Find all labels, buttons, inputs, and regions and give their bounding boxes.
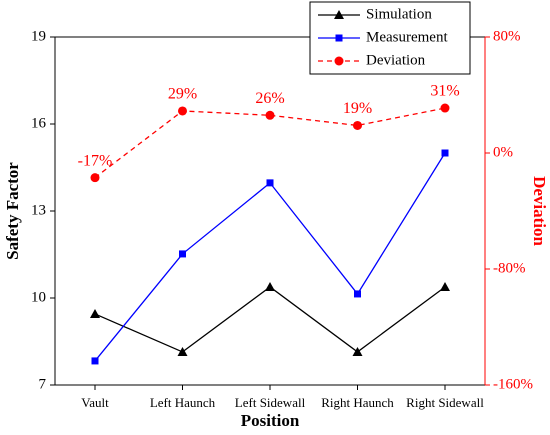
marker: [353, 120, 362, 130]
marker: [90, 173, 100, 183]
data-label: 26%: [255, 90, 284, 107]
marker: [265, 110, 275, 120]
y-tick-label: 13: [31, 202, 46, 218]
marker: [335, 34, 343, 42]
y2-tick-label: 0%: [493, 144, 513, 160]
x-axis-label: Position: [241, 411, 300, 430]
marker: [440, 103, 450, 113]
y2-tick-label: 80%: [493, 28, 521, 44]
marker: [441, 149, 449, 157]
data-label: 29%: [168, 86, 197, 103]
y-tick-label: 10: [31, 289, 46, 305]
x-tick-label: Right Haunch: [321, 395, 394, 410]
legend-label: Simulation: [366, 6, 432, 22]
marker: [265, 281, 275, 291]
y-tick-label: 19: [31, 28, 46, 44]
x-tick-label: Vault: [81, 395, 109, 410]
y2-tick-label: -80%: [493, 260, 526, 276]
legend-label: Measurement: [366, 29, 448, 45]
legend-label: Deviation: [366, 52, 426, 68]
marker: [334, 10, 344, 19]
y2-axis-label: Deviation: [530, 176, 549, 246]
marker: [177, 346, 188, 356]
series-line: [94, 107, 446, 179]
data-label: -17%: [78, 152, 113, 169]
y-axis-label: Safety Factor: [3, 162, 22, 260]
marker: [90, 308, 100, 318]
y-tick-label: 16: [31, 115, 47, 131]
marker: [352, 346, 363, 356]
marker: [179, 250, 186, 258]
marker: [91, 357, 99, 365]
marker: [266, 179, 274, 187]
marker: [178, 106, 187, 116]
marker: [354, 290, 361, 298]
marker: [334, 56, 344, 66]
y-tick-label: 7: [39, 376, 47, 392]
marker: [440, 281, 450, 291]
data-label: 31%: [430, 83, 459, 100]
data-label: 19%: [343, 100, 372, 117]
x-tick-label: Left Haunch: [150, 395, 216, 410]
x-tick-label: Right Sidewall: [406, 395, 484, 410]
y2-tick-label: -160%: [493, 376, 533, 392]
x-tick-label: Left Sidewall: [235, 395, 306, 410]
